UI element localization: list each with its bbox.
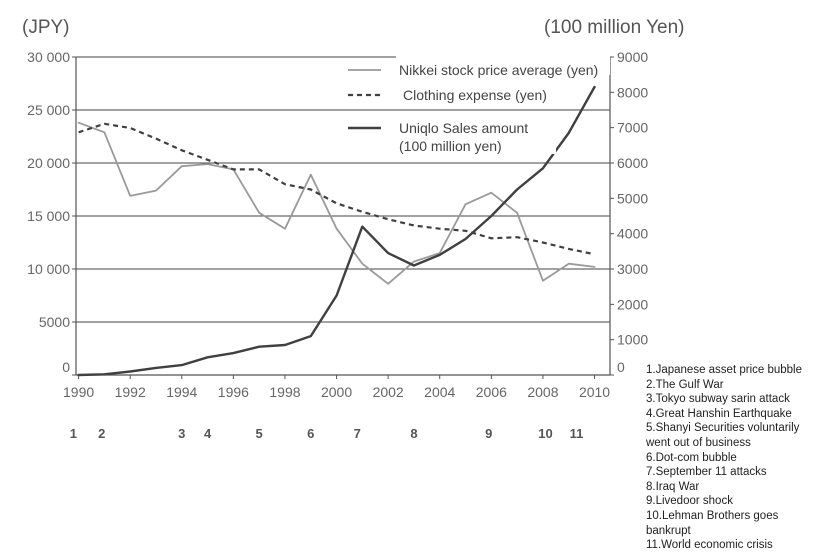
tick-labels: 0 5000 10 000 15 000 20 000 25 000 30 000 0 1000…: [27, 49, 648, 400]
x-tick-label: 2010: [579, 384, 610, 400]
right-tick-label: 9000: [617, 49, 648, 65]
right-tick-label: 1000: [617, 332, 648, 348]
right-tick-label: 7000: [617, 120, 648, 136]
right-tick-label: 2000: [617, 296, 648, 312]
left-tick-label: 15 000: [27, 208, 70, 224]
note-item: 3.Tokyo subway sarin attack: [646, 393, 790, 406]
note-item: 5.Shanyi Securities voluntarily went out…: [646, 422, 800, 449]
right-axis-title: (100 million Yen): [544, 17, 684, 38]
note-item: 9.Livedoor shock: [646, 495, 733, 508]
left-tick-label: 10 000: [27, 261, 70, 277]
note-item: 7.September 11 attacks: [646, 466, 767, 479]
x-tick-label: 2000: [321, 384, 352, 400]
left-axis-title: (JPY): [22, 17, 70, 38]
left-tick-label: 0: [62, 359, 70, 375]
left-tick-label: 20 000: [27, 155, 70, 171]
right-tick-label: 0: [617, 359, 625, 375]
right-tick-label: 8000: [617, 84, 648, 100]
axes: [72, 56, 614, 379]
event-number: 6: [307, 426, 314, 441]
clothing-expense-series-line: [78, 122, 595, 256]
legend-label: Clothing expense (yen): [403, 87, 547, 103]
note-item: 10.Lehman Brothers goes bankrupt: [646, 509, 779, 537]
event-number: 5: [256, 426, 263, 441]
event-number: 1: [70, 426, 77, 441]
note-item: 1.Japanese asset price bubble: [646, 364, 802, 376]
note-item: 2.The Gulf War: [646, 378, 724, 391]
x-tick-label: 1998: [269, 384, 300, 400]
x-tick-label: 1992: [115, 384, 146, 400]
right-tick-label: 3000: [617, 261, 648, 277]
left-tick-label: 5000: [39, 314, 70, 330]
legend-label-background: [396, 114, 556, 154]
x-tick-label: 2008: [527, 384, 558, 400]
nikkei-series-line: [77, 121, 596, 285]
x-tick-label: 2006: [476, 384, 507, 400]
x-tick-label: 1990: [63, 384, 94, 400]
event-number: 11: [570, 426, 584, 441]
uniqlo-sales-series-line: [77, 85, 596, 377]
right-tick-label: 4000: [617, 226, 648, 242]
event-number: 4: [204, 426, 212, 441]
event-number: 9: [485, 426, 492, 441]
left-tick-label: 30 000: [27, 49, 70, 65]
note-item: 8.Iraq War: [646, 480, 700, 493]
x-tick-label: 2002: [373, 384, 404, 400]
event-number: 3: [178, 426, 185, 441]
legend-label: Uniqlo Sales amount: [399, 120, 528, 136]
x-tick-label: 2004: [424, 384, 455, 400]
right-tick-label: 6000: [617, 155, 648, 171]
legend-label: (100 million yen): [399, 138, 502, 154]
event-number: 10: [538, 426, 552, 441]
event-number: 8: [410, 426, 417, 441]
x-tick-label: 1994: [166, 384, 197, 400]
event-notes: 1.Japanese asset price bubble 2.The Gulf…: [646, 363, 824, 553]
event-number: 2: [98, 426, 105, 441]
event-number: 7: [354, 426, 361, 441]
gridlines: [76, 56, 610, 323]
legend-label: Nikkei stock price average (yen): [399, 62, 598, 78]
x-tick-label: 1996: [218, 384, 249, 400]
event-markers: 1 2 3 4 5 6 7 8 9 10 11: [70, 426, 584, 441]
legend-label-background: [400, 81, 560, 100]
note-item: 4.Great Hanshin Earthquake: [646, 407, 792, 420]
note-item: 6.Dot-com bubble: [646, 451, 737, 464]
left-tick-label: 25 000: [27, 102, 70, 118]
legend: Nikkei stock price average (yen) Clothing…: [348, 56, 610, 154]
right-tick-label: 5000: [617, 190, 648, 206]
legend-label-background: [396, 56, 610, 75]
series-lines: [77, 85, 596, 377]
note-item: 11.World economic crisis: [646, 539, 773, 552]
